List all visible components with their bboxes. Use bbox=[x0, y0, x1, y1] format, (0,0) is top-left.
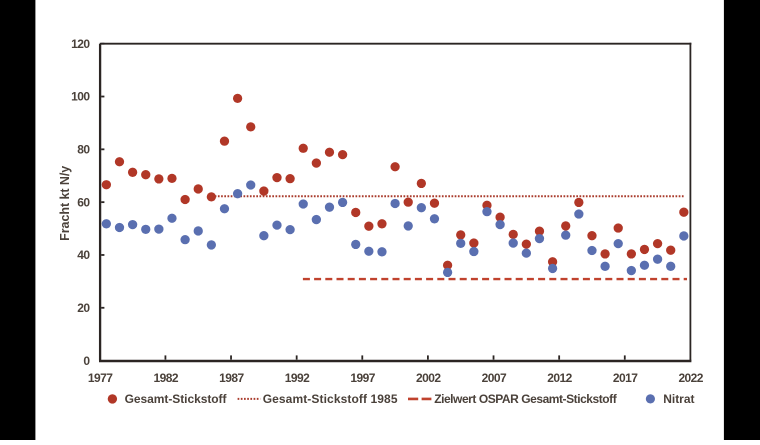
svg-text:2002: 2002 bbox=[416, 371, 441, 385]
svg-text:Gesamt-Stickstoff 1985: Gesamt-Stickstoff 1985 bbox=[263, 392, 398, 406]
svg-text:1982: 1982 bbox=[153, 371, 178, 385]
svg-text:1992: 1992 bbox=[285, 371, 310, 385]
svg-text:2007: 2007 bbox=[482, 371, 507, 385]
svg-text:Fracht kt N/y: Fracht kt N/y bbox=[58, 166, 72, 241]
svg-text:60: 60 bbox=[77, 195, 90, 209]
svg-text:2017: 2017 bbox=[613, 371, 638, 385]
svg-text:1987: 1987 bbox=[219, 371, 244, 385]
svg-text:100: 100 bbox=[71, 90, 90, 104]
svg-text:2012: 2012 bbox=[547, 371, 572, 385]
svg-text:Zielwert OSPAR Gesamt-Sticksto: Zielwert OSPAR Gesamt-Stickstoff bbox=[434, 392, 618, 406]
svg-text:120: 120 bbox=[71, 37, 90, 51]
svg-text:2022: 2022 bbox=[678, 371, 703, 385]
svg-text:20: 20 bbox=[77, 301, 90, 315]
svg-text:Gesamt-Stickstoff: Gesamt-Stickstoff bbox=[125, 392, 228, 406]
svg-text:0: 0 bbox=[83, 354, 90, 368]
svg-text:80: 80 bbox=[77, 143, 90, 157]
svg-text:1977: 1977 bbox=[88, 371, 113, 385]
svg-text:1997: 1997 bbox=[350, 371, 375, 385]
svg-text:Nitrat: Nitrat bbox=[663, 392, 694, 406]
svg-text:40: 40 bbox=[77, 248, 90, 262]
